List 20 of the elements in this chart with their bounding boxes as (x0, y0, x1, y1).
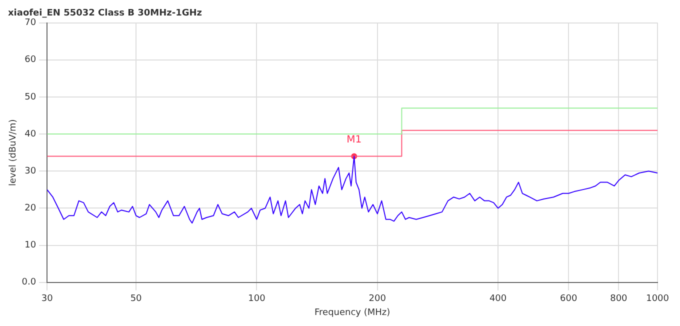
y-tick-label: 20 (24, 204, 36, 214)
x-tick-label: 600 (560, 294, 578, 304)
x-tick-label: 30 (41, 294, 54, 304)
x-tick-label: 400 (489, 294, 507, 304)
x-tick-label: 200 (368, 294, 386, 304)
series-label: M1 (346, 134, 362, 146)
x-tick-label: 50 (130, 294, 142, 304)
chart-title: xiaofei_EN 55032 Class B 30MHz-1GHz (8, 8, 202, 19)
y-axis-title: level (dBuV/m) (8, 119, 19, 186)
y-tick-label: 40 (24, 129, 36, 140)
y-tick-label: 50 (24, 92, 36, 102)
x-axis-title: Frequency (MHz) (314, 308, 390, 318)
y-tick-label: 70 (24, 18, 36, 28)
y-tick-label: 60 (24, 55, 36, 66)
y-tick-label: 30 (24, 166, 36, 176)
y-tick-label: 10 (24, 240, 36, 251)
y-tick-label: 0.0 (22, 278, 36, 288)
x-tick-label: 100 (248, 294, 266, 304)
x-tick-label: 800 (610, 294, 628, 304)
x-tick-label: 1000 (646, 294, 670, 304)
